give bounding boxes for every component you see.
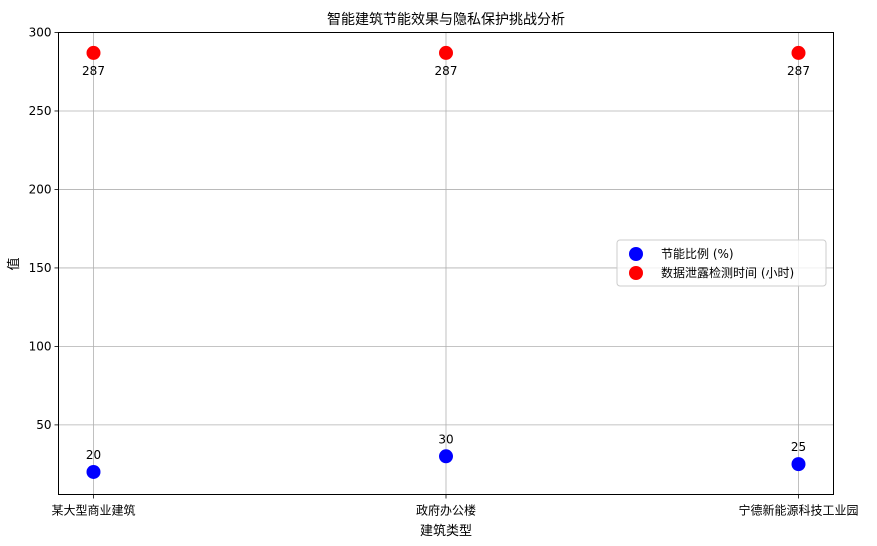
grid xyxy=(58,32,834,495)
legend-box xyxy=(616,239,827,287)
data-point xyxy=(791,457,806,472)
x-axis-label: 建筑类型 xyxy=(420,523,472,539)
legend: 节能比例 (%) 数据泄露检测时间 (小时) xyxy=(616,239,827,287)
data-point xyxy=(86,464,101,479)
data-label: 20 xyxy=(86,448,101,462)
y-tick-label: 300 xyxy=(29,26,52,40)
chart-title: 智能建筑节能效果与隐私保护挑战分析 xyxy=(327,12,565,28)
y-tick-label: 200 xyxy=(29,182,52,196)
data-point xyxy=(86,45,101,60)
data-label: 287 xyxy=(787,64,810,78)
data-label: 30 xyxy=(438,432,453,446)
legend-label: 节能比例 (%) xyxy=(661,247,734,261)
x-tick-label: 某大型商业建筑 xyxy=(51,503,135,518)
data-points xyxy=(86,45,806,479)
data-point xyxy=(439,45,453,60)
y-tick-label: 100 xyxy=(29,339,52,353)
y-axis-label: 值 xyxy=(6,257,22,270)
y-tick-label: 150 xyxy=(29,261,52,275)
legend-marker xyxy=(629,247,643,261)
legend-marker xyxy=(629,266,643,280)
data-label: 287 xyxy=(82,64,105,78)
x-tick-label: 政府办公楼 xyxy=(416,503,476,518)
y-tick-label: 250 xyxy=(29,104,52,118)
x-tick-label: 宁德新能源科技工业园 xyxy=(738,503,858,518)
y-axis: 50 100 150 200 250 300 xyxy=(29,26,59,432)
data-labels: 20 30 25 287 287 287 xyxy=(82,64,810,462)
data-point xyxy=(439,449,453,464)
data-point xyxy=(791,45,806,60)
legend-label: 数据泄露检测时间 (小时) xyxy=(661,265,794,280)
y-tick-label: 50 xyxy=(36,418,51,432)
data-label: 25 xyxy=(791,440,806,454)
data-label: 287 xyxy=(435,64,458,78)
x-axis: 某大型商业建筑 政府办公楼 宁德新能源科技工业园 xyxy=(51,494,859,518)
